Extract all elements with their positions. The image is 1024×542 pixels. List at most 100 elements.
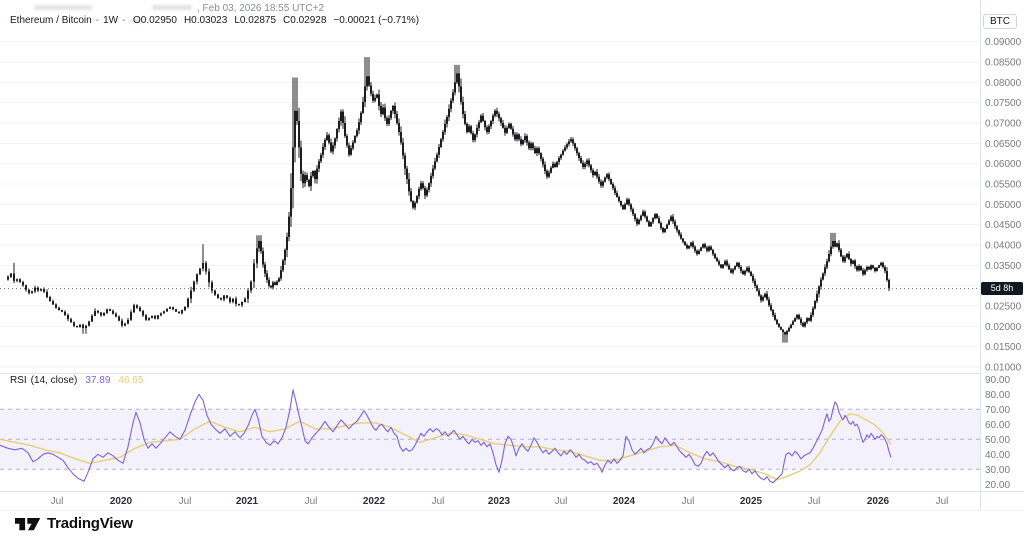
candle-body (780, 327, 782, 330)
candle-body (856, 266, 858, 271)
candle-body (464, 114, 466, 124)
candle-body (636, 219, 638, 224)
candle-body (766, 293, 768, 300)
candle-body (22, 282, 24, 286)
ohlc-c-value: C0.02928 (283, 15, 327, 26)
candle-body (178, 311, 180, 314)
candle-body (334, 138, 336, 146)
time-tick-label: 2026 (867, 496, 890, 507)
candle-body (190, 290, 192, 299)
candle-body (568, 141, 570, 145)
candle-body (466, 123, 468, 132)
time-tick-label: Jul (432, 496, 445, 507)
candle-body (706, 247, 708, 251)
candle-body (788, 327, 790, 332)
candle-body (760, 295, 762, 301)
price-tick-label: 0.08000 (985, 78, 1022, 89)
candle-body (518, 134, 520, 140)
candle-body (662, 227, 664, 233)
candle-body (346, 136, 348, 146)
candle-body (708, 246, 710, 251)
candle-body (764, 293, 766, 298)
candle-body (324, 140, 326, 148)
candle-body (756, 285, 758, 291)
candle-body (592, 170, 594, 176)
interval-label[interactable]: 1W (103, 15, 119, 26)
candle-body (310, 175, 312, 187)
candle-body (824, 267, 826, 274)
candle-body (526, 136, 528, 143)
candle-body (85, 325, 87, 328)
candle-body (412, 201, 414, 208)
candle-body (288, 216, 290, 237)
candle-body (564, 147, 566, 151)
symbol-name[interactable]: Ethereum / Bitcoin (10, 15, 92, 26)
candle-body (876, 267, 878, 272)
candle-body (812, 308, 814, 315)
candle-body (115, 313, 117, 317)
candle-body (648, 221, 650, 227)
candle-body (181, 310, 183, 314)
candle-body (778, 323, 780, 328)
candle-body (544, 164, 546, 172)
candle-body (382, 107, 384, 115)
time-tick-label: 2020 (110, 496, 133, 507)
candle-body (388, 118, 390, 124)
candle-body (674, 221, 676, 227)
price-tick-label: 0.06500 (985, 139, 1022, 150)
candle-body (668, 220, 670, 225)
candle-body (808, 318, 810, 321)
candle-body (494, 110, 496, 116)
legend-separator: - (95, 15, 100, 26)
candle-body (810, 314, 812, 321)
candle-body (124, 323, 126, 326)
candle-body (286, 236, 288, 250)
candle-body (103, 312, 105, 316)
candle-body (578, 153, 580, 158)
candle-body (462, 101, 464, 115)
time-tick-label: 2024 (613, 496, 636, 507)
candle-body (530, 143, 532, 149)
candle-body (754, 280, 756, 286)
candle-body (644, 211, 646, 217)
candle-body (600, 181, 602, 186)
candle-body (770, 305, 772, 311)
candle-body (338, 120, 340, 130)
candle-body (76, 325, 78, 328)
time-tick-label: 2025 (740, 496, 763, 507)
candle-body (752, 275, 754, 281)
candle-body (546, 171, 548, 177)
tradingview-watermark[interactable]: TradingView (15, 514, 133, 532)
candle-body (208, 271, 210, 283)
candle-body (586, 160, 588, 164)
candle-body (31, 291, 33, 294)
candle-body (199, 268, 201, 275)
candle-body (372, 93, 374, 101)
candle-body (496, 110, 498, 115)
candle-body (786, 331, 788, 335)
rsi-title[interactable]: RSI (10, 375, 27, 386)
candle-body (880, 262, 882, 266)
candle-body (870, 265, 872, 270)
time-tick-label: Jul (808, 496, 821, 507)
candle-body (598, 176, 600, 182)
candle-body (139, 307, 141, 311)
candle-body (350, 148, 352, 155)
candle-body (318, 161, 320, 169)
candle-body (664, 228, 666, 233)
candle-body (608, 174, 610, 180)
candle-body (151, 315, 153, 318)
price-axis-currency-label[interactable]: BTC (983, 14, 1017, 29)
candle-body (804, 322, 806, 327)
candle-body (394, 105, 396, 115)
candle-body (582, 162, 584, 167)
price-tick-label: 0.06000 (985, 159, 1022, 170)
candle-body (588, 160, 590, 166)
candle-body (762, 297, 764, 301)
candle-body (860, 266, 862, 271)
candle-body (886, 271, 888, 281)
rsi-tick-label: 40.00 (985, 450, 1010, 461)
candle-body (542, 158, 544, 165)
candle-body (560, 154, 562, 158)
